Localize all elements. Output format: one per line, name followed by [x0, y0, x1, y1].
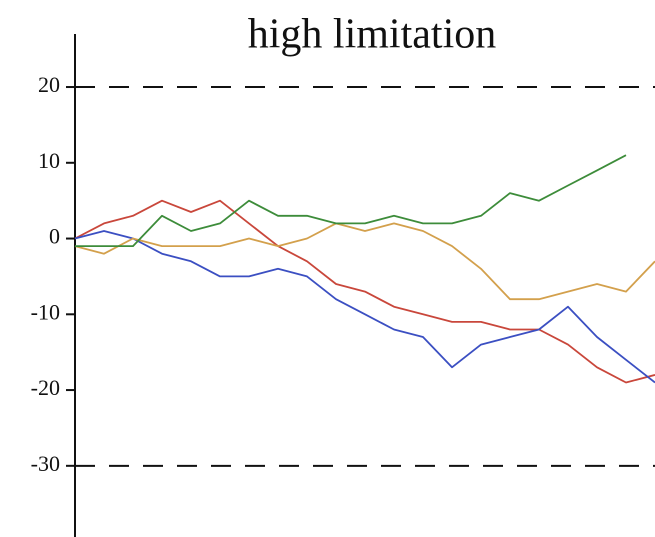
series-line	[74, 199, 655, 384]
y-tick-label: 10	[38, 148, 60, 173]
series-line	[74, 222, 655, 301]
chart-title: high limitation	[248, 12, 497, 58]
y-tick-label: 20	[38, 72, 60, 97]
series-line	[74, 230, 655, 384]
y-tick-label: -30	[31, 451, 60, 476]
y-tick-label: -10	[31, 299, 60, 324]
y-tick-label: 0	[49, 224, 60, 249]
series-line	[75, 154, 627, 247]
y-tick-label: -20	[31, 375, 60, 400]
